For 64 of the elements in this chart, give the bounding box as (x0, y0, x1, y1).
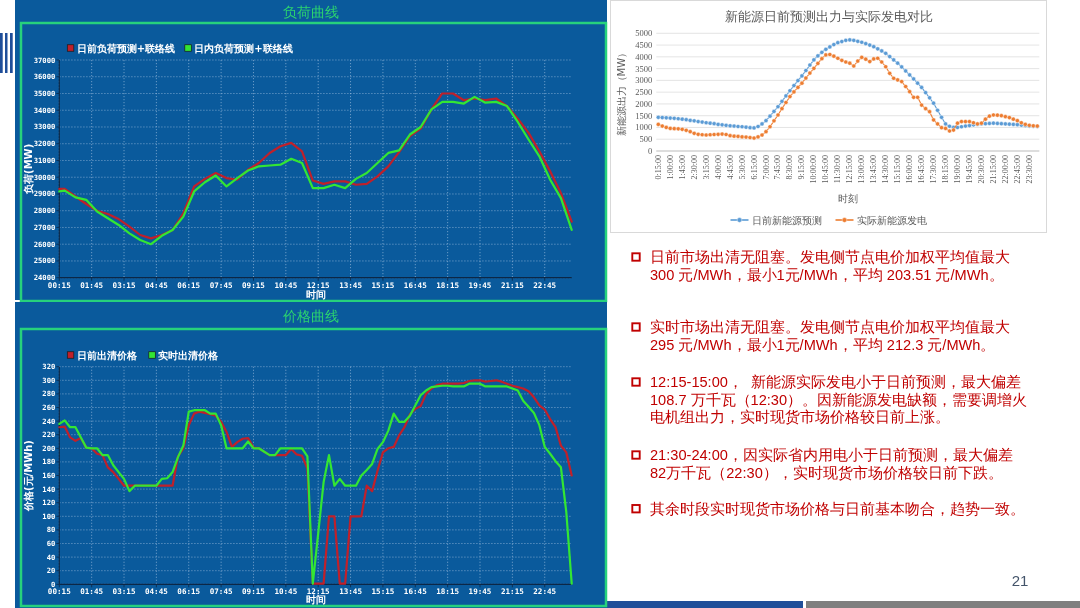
y-tick-label: 1000 (635, 122, 653, 133)
legend-label: 日内负荷预测+联络线 (194, 42, 293, 54)
y-tick-label: 2500 (635, 87, 653, 98)
y-tick-label: 5000 (635, 28, 653, 39)
x-tick-label: 8:30:00 (785, 155, 795, 180)
y-tick-label: 4000 (635, 51, 653, 62)
y-tick-label: 3500 (635, 63, 653, 74)
x-tick-label: 3:15:00 (701, 155, 711, 180)
text: 21:30-24:00，因实际省内用电小于日前预测，最大偏差82万千瓦（22:30），实时现货市场价格较日前下跌。 (650, 447, 1013, 481)
x-tick-label: 23:30:00 (1024, 155, 1034, 184)
x-tick-label: 13:45:00 (869, 155, 879, 184)
y-tick-label: 0 (648, 146, 653, 156)
text: 实时市场出清无阻塞。发电侧节点电价加权平均值最大295 元/MWh，最小1元/MWh，平均 212.3 元/MWh。 (650, 319, 1010, 353)
x-axis-title: 时刻 (837, 192, 858, 204)
y-tick-label: 2000 (635, 98, 653, 109)
x-tick-label: 9:15:00 (797, 155, 807, 180)
x-tick-label: 20:30:00 (976, 155, 986, 184)
legend-label: 日前出清价格 (76, 349, 138, 361)
x-tick-label: 16:00:00 (905, 155, 915, 184)
x-tick-label: 19:00:00 (953, 155, 963, 184)
x-tick-label: 1:00:00 (665, 155, 675, 180)
y-tick-label: 500 (639, 134, 653, 145)
x-tick-label: 14:30:00 (881, 155, 891, 184)
x-tick-label: 7:45:00 (773, 155, 783, 180)
y-axis-title: 价格(元/MWh) (22, 440, 34, 512)
x-tick-label: 6:15:00 (749, 155, 759, 180)
y-axis-title: 负荷(MW) (22, 143, 34, 195)
x-tick-label: 15:15:00 (893, 155, 903, 184)
x-tick-label: 5:30:00 (737, 155, 747, 180)
x-tick-label: 1:45:00 (677, 155, 687, 180)
x-tick-label: 13:00:00 (857, 155, 867, 184)
legend-label: 日前新能源预测 (751, 214, 822, 226)
x-tick-label: 21:15:00 (988, 155, 998, 184)
y-axis-title: 新能源出力（MW） (615, 47, 627, 137)
x-axis-title: 时间 (305, 594, 326, 605)
x-tick-label: 19:45:00 (964, 155, 974, 184)
x-tick-label: 10:45:00 (821, 155, 831, 184)
x-tick-label: 12:15:00 (845, 155, 855, 184)
x-tick-label: 7:00:00 (761, 155, 771, 180)
y-tick-label: 4500 (635, 40, 653, 51)
x-tick-label: 16:45:00 (917, 155, 927, 184)
x-tick-label: 0:15:00 (653, 155, 663, 180)
legend-label: 实时出清价格 (158, 349, 220, 361)
chart-title: 价格曲线 (282, 308, 339, 324)
text: 日前市场出清无阻塞。发电侧节点电价加权平均值最大300 元/MWh，最小1元/MWh，平均 203.51 元/MWh。 (650, 249, 1010, 283)
chart-title: 新能源日前预测出力与实际发电对比 (724, 8, 933, 24)
legend-label: 实际新能源发电 (856, 214, 927, 226)
x-tick-label: 22:00:00 (1000, 155, 1010, 184)
text: 21 (1011, 571, 1029, 589)
x-tick-label: 17:30:00 (929, 155, 939, 184)
legend-label: 日前负荷预测+联络线 (76, 42, 176, 54)
text: 12:15-15:00， 新能源实际发电小于日前预测，最大偏差108.7 万千瓦（12:30）。因新能源发电缺额，需要调增火电机组出力，实时现货市场价格较日前上涨。 (650, 374, 1028, 426)
x-tick-label: 11:30:00 (833, 155, 843, 184)
text: 其余时段实时现货市场价格与日前基本吻合，趋势一致。 (650, 500, 1025, 517)
chart-title: 负荷曲线 (283, 4, 339, 20)
y-tick-label: 1500 (635, 110, 653, 121)
x-tick-label: 18:15:00 (941, 155, 951, 184)
x-tick-label: 4:45:00 (725, 155, 735, 180)
x-tick-label: 4:00:00 (713, 155, 723, 180)
x-tick-label: 22:45:00 (1012, 155, 1022, 184)
y-tick-label: 3000 (635, 75, 653, 86)
x-tick-label: 2:30:00 (689, 155, 699, 180)
x-tick-label: 10:00:00 (809, 155, 819, 184)
x-axis-title: 时间 (305, 289, 326, 300)
